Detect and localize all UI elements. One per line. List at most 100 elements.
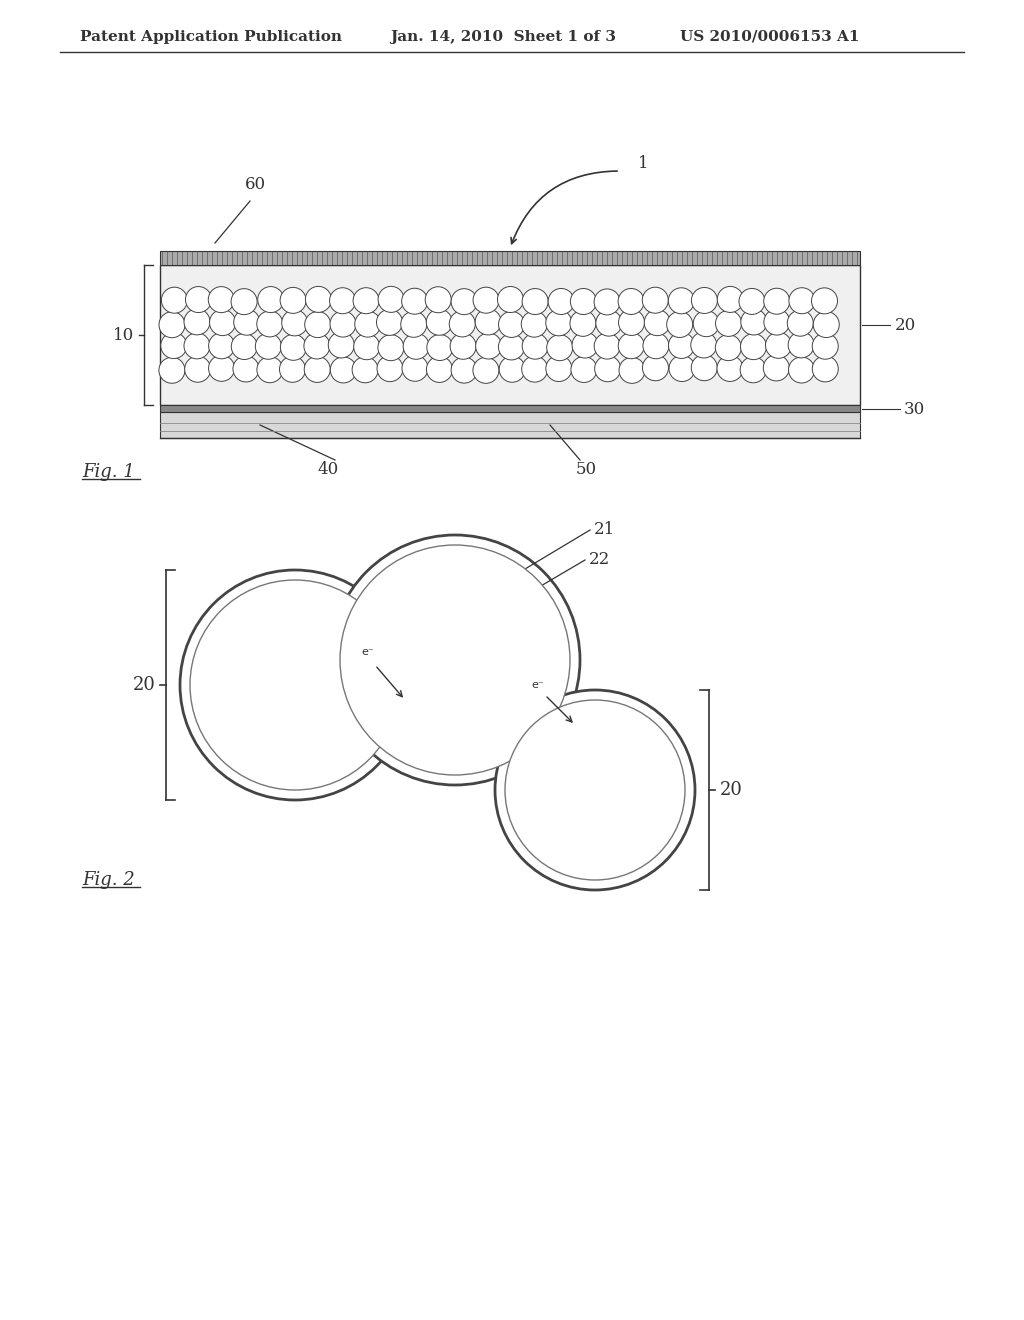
Circle shape [693, 310, 719, 337]
Circle shape [159, 312, 185, 338]
Text: US 2010/0006153 A1: US 2010/0006153 A1 [680, 30, 859, 44]
Circle shape [378, 286, 404, 313]
Circle shape [233, 309, 260, 335]
Circle shape [763, 355, 790, 381]
Circle shape [231, 334, 257, 359]
Text: 20: 20 [895, 317, 916, 334]
Circle shape [495, 690, 695, 890]
Circle shape [258, 286, 284, 313]
Circle shape [813, 312, 840, 338]
Circle shape [716, 335, 741, 360]
Circle shape [787, 310, 813, 337]
Circle shape [594, 289, 621, 315]
Circle shape [190, 579, 400, 789]
Circle shape [184, 356, 211, 383]
Circle shape [669, 333, 694, 359]
Circle shape [282, 310, 308, 335]
Circle shape [354, 312, 381, 337]
Text: 40: 40 [317, 462, 339, 479]
Circle shape [764, 288, 790, 314]
Circle shape [521, 356, 548, 381]
Circle shape [185, 286, 212, 313]
Text: 22: 22 [589, 552, 610, 569]
Circle shape [499, 334, 524, 360]
Circle shape [498, 286, 523, 313]
Circle shape [340, 545, 570, 775]
Circle shape [377, 355, 403, 381]
Circle shape [162, 288, 187, 313]
Circle shape [595, 355, 621, 381]
Circle shape [505, 700, 685, 880]
Text: Fig. 2: Fig. 2 [82, 871, 135, 888]
Circle shape [353, 288, 379, 314]
Circle shape [280, 356, 305, 383]
Circle shape [330, 535, 580, 785]
Bar [160, 405, 860, 412]
Circle shape [618, 289, 644, 314]
Circle shape [740, 334, 767, 359]
Circle shape [788, 356, 814, 383]
Circle shape [644, 310, 671, 335]
Circle shape [402, 355, 428, 381]
Circle shape [788, 331, 814, 358]
Circle shape [426, 309, 453, 335]
Circle shape [403, 333, 429, 359]
Circle shape [691, 288, 718, 313]
Circle shape [571, 356, 597, 383]
Circle shape [740, 356, 766, 383]
Circle shape [451, 333, 476, 359]
Circle shape [473, 358, 499, 383]
Text: 20: 20 [720, 781, 742, 799]
Bar [160, 412, 860, 438]
Circle shape [766, 333, 792, 358]
Circle shape [788, 288, 815, 314]
Circle shape [717, 286, 743, 313]
Circle shape [331, 356, 356, 383]
Circle shape [740, 309, 767, 335]
Circle shape [353, 334, 380, 359]
Circle shape [401, 288, 428, 314]
Bar [160, 265, 860, 405]
Text: 21: 21 [594, 521, 615, 539]
Circle shape [667, 312, 692, 338]
Circle shape [378, 335, 403, 360]
Circle shape [522, 333, 548, 359]
Circle shape [572, 333, 598, 358]
Circle shape [642, 355, 669, 380]
Circle shape [546, 355, 571, 381]
Circle shape [811, 288, 838, 314]
Circle shape [281, 334, 306, 360]
Circle shape [669, 288, 694, 314]
Circle shape [208, 286, 234, 313]
Circle shape [642, 288, 669, 313]
Circle shape [596, 310, 622, 337]
Text: e⁻: e⁻ [531, 680, 545, 690]
Circle shape [570, 289, 596, 314]
Circle shape [547, 335, 572, 360]
Circle shape [231, 289, 257, 314]
Circle shape [522, 289, 548, 314]
Text: Jan. 14, 2010  Sheet 1 of 3: Jan. 14, 2010 Sheet 1 of 3 [390, 30, 616, 44]
Circle shape [643, 333, 669, 359]
Text: 60: 60 [245, 176, 266, 193]
Text: 1: 1 [638, 156, 648, 173]
Circle shape [476, 333, 502, 359]
Circle shape [352, 356, 378, 383]
Circle shape [473, 288, 499, 313]
Text: e⁻: e⁻ [361, 647, 375, 657]
Circle shape [257, 312, 283, 337]
Circle shape [499, 312, 524, 338]
Circle shape [255, 333, 282, 359]
Circle shape [499, 356, 525, 383]
Circle shape [669, 355, 695, 381]
Circle shape [330, 288, 355, 314]
Circle shape [305, 312, 331, 338]
Circle shape [764, 309, 790, 335]
Circle shape [691, 355, 717, 380]
Circle shape [377, 309, 402, 335]
Circle shape [161, 333, 186, 359]
Circle shape [184, 333, 210, 359]
Circle shape [180, 570, 410, 800]
Circle shape [594, 333, 621, 359]
Circle shape [305, 286, 332, 313]
